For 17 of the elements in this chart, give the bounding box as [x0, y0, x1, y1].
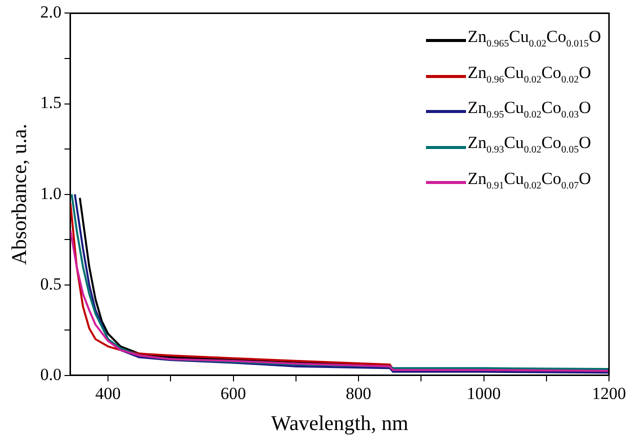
- x-tick-label: 600: [220, 384, 246, 404]
- x-tick-label: 1200: [592, 384, 626, 404]
- y-tick-label: 1.0: [40, 184, 62, 203]
- x-axis-title: Wavelength, nm: [271, 410, 408, 435]
- legend-label: Zn$_{0.96}$Cu$_{0.02}$Co$_{0.02}$O: [468, 62, 591, 87]
- legend-label: Zn$_{0.91}$Cu$_{0.02}$Co$_{0.07}$O: [468, 168, 591, 194]
- legend-label: Zn$_{0.95}$Cu$_{0.02}$Co$_{0.03}$O: [468, 96, 591, 122]
- y-tick-label: 2.0: [40, 2, 62, 22]
- y-tick-label: 1.5: [40, 93, 62, 112]
- x-tick-label: 800: [346, 384, 372, 404]
- x-tick-label: 1000: [466, 384, 501, 404]
- legend-label: Zn$_{0.93}$Cu$_{0.02}$Co$_{0.05}$O: [468, 132, 591, 158]
- y-axis-title: Absorbance, u.a.: [7, 124, 32, 265]
- y-tick-label: 0.0: [40, 364, 62, 384]
- y-tick-label: 0.5: [40, 274, 62, 294]
- legend-label: Zn$_{0.965}$Cu$_{0.02}$Co$_{0.015}$O: [468, 26, 601, 52]
- x-tick-label: 400: [95, 384, 121, 404]
